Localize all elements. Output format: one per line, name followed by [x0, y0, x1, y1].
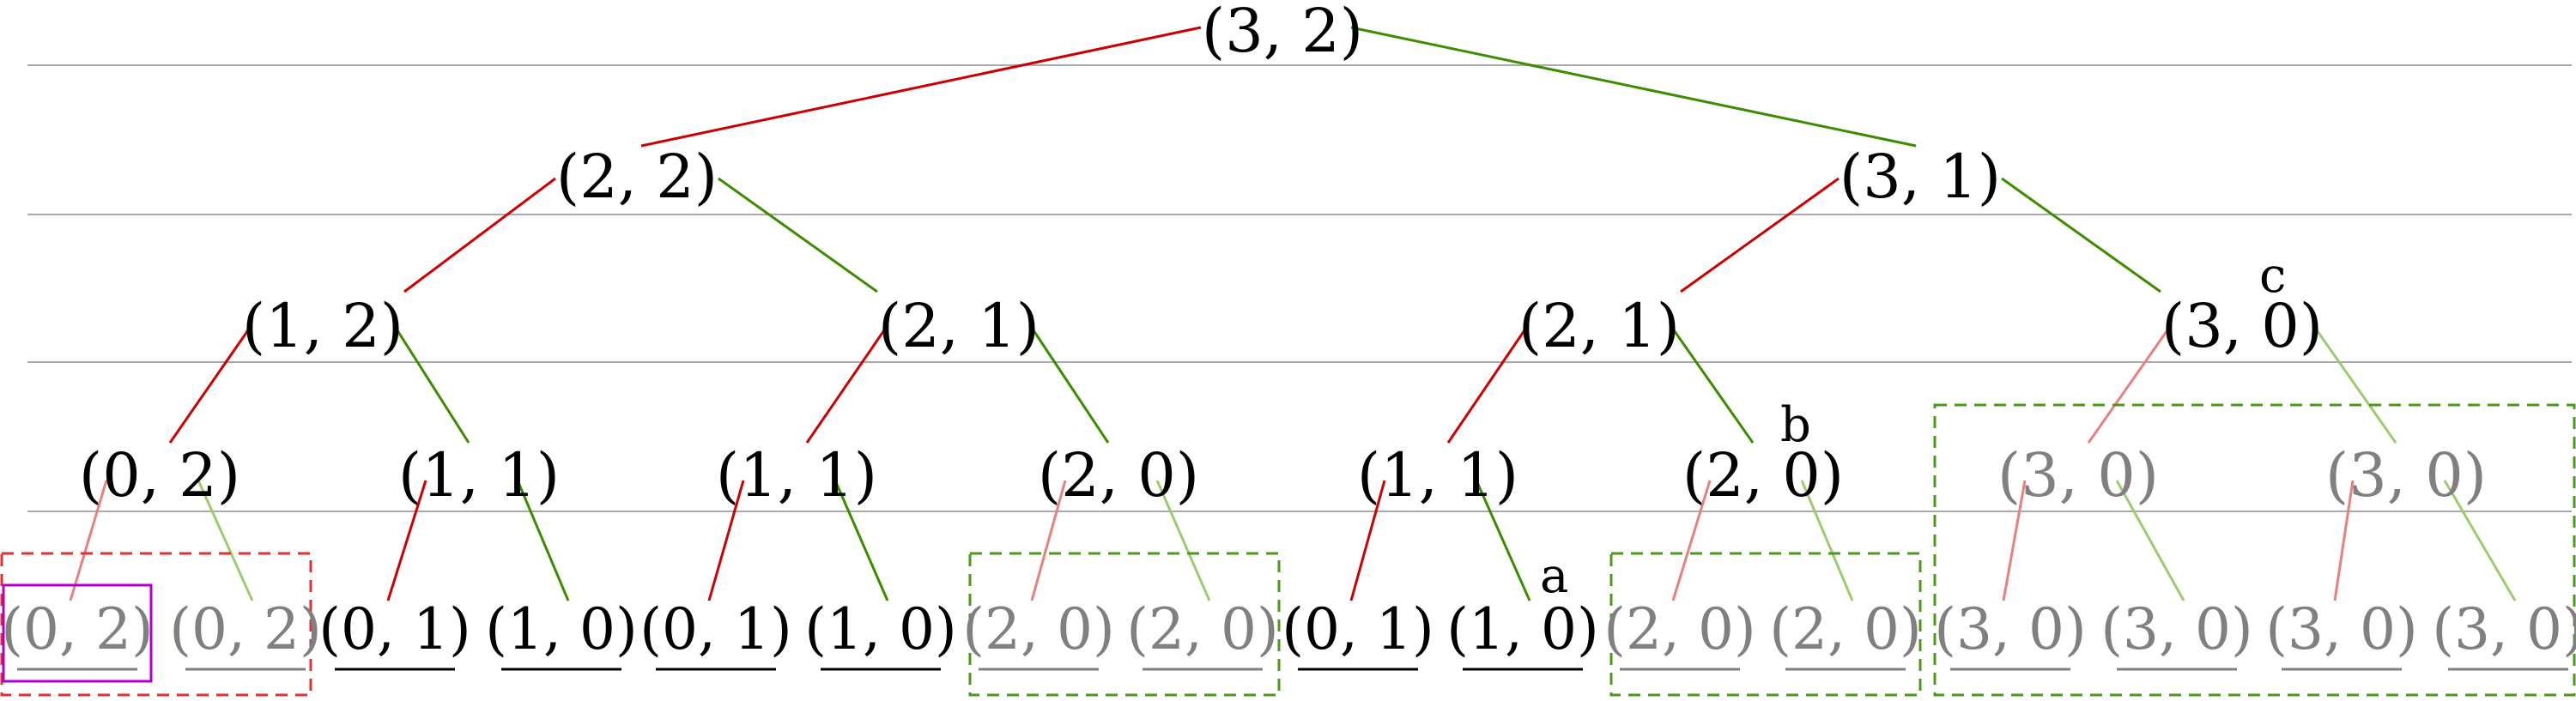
leaf-node-label: (3, 0) — [2265, 596, 2417, 662]
tree-edge-right — [833, 480, 889, 601]
leaf-node-label: (0, 1) — [1282, 596, 1433, 662]
tree-edge-left — [2002, 480, 2027, 601]
tree-node-label: (2, 0) — [1682, 440, 1844, 511]
leaf-node-label: (1, 0) — [485, 596, 637, 662]
tree-edge-right — [516, 480, 570, 601]
tree-node-label: (2, 0) — [1038, 440, 1199, 511]
leaf-node-label: (0, 2) — [169, 596, 321, 662]
tree-edge-left — [1349, 480, 1386, 601]
pruned-subtree-box-green-1 — [968, 552, 1281, 697]
tree-edge-right — [1030, 327, 1110, 444]
leaf-node-label: (2, 0) — [1769, 596, 1921, 662]
tree-node-label: (1, 1) — [398, 440, 560, 511]
tree-edge-left — [69, 480, 108, 601]
tree-edge-left — [1030, 480, 1067, 601]
tree-edge-left — [1446, 327, 1528, 444]
tree-edge-left — [1680, 177, 1840, 293]
leaf-node-label: (3, 0) — [2100, 596, 2252, 662]
tree-edge-left — [1671, 480, 1712, 601]
tree-edge-right — [1350, 26, 1917, 148]
tree-edge-right — [2313, 327, 2397, 444]
tree-edge-left — [403, 177, 556, 293]
leaf-node-label: (3, 0) — [2432, 596, 2576, 662]
tree-edge-right — [1670, 327, 1755, 444]
tree-node-label: (1, 2) — [242, 291, 403, 361]
tree-edge-left — [805, 327, 888, 444]
tree-node-label: (2, 1) — [1518, 291, 1680, 361]
tree-node-label: (3, 0) — [1997, 440, 2159, 511]
tree-edge-right — [2001, 177, 2161, 293]
leaf-node-label: (1, 0) — [1446, 596, 1598, 662]
tree-node-label: (3, 0) — [2325, 440, 2487, 511]
tree-edge-left — [2333, 480, 2355, 601]
pruned-subtree-box-green-2 — [1609, 552, 1922, 697]
leaf-node-label: (2, 0) — [1126, 596, 1278, 662]
tree-edge-left — [707, 480, 745, 601]
tree-edge-left — [386, 480, 427, 601]
tree-edge-left — [168, 327, 252, 444]
pruned-subtree-box-red — [0, 552, 312, 697]
leaf-node-label: (2, 0) — [962, 596, 1114, 662]
tree-edge-right — [1155, 480, 1211, 601]
tree-edge-left — [640, 26, 1202, 148]
tree-node-label: (3, 0) — [2161, 291, 2323, 361]
leaf-node-label: (3, 0) — [1934, 596, 2086, 662]
tree-node-label: (3, 1) — [1840, 142, 2001, 212]
node-marker-a: a — [1540, 548, 1568, 604]
tree-node-label: (1, 1) — [716, 440, 877, 511]
tree-node-label: (0, 2) — [79, 440, 240, 511]
tree-edge-right — [718, 177, 878, 293]
leaf-node-label: (0, 1) — [639, 596, 791, 662]
tree-node-label: (3, 2) — [1202, 0, 1363, 66]
leaf-node-label: (2, 0) — [1603, 596, 1755, 662]
node-marker-b: b — [1780, 397, 1811, 453]
tree-edge-right — [197, 480, 254, 601]
tree-edge-right — [2115, 480, 2185, 601]
tree-edge-right — [1475, 480, 1531, 601]
tree-node-label: (2, 1) — [878, 291, 1039, 361]
node-marker-c: c — [2259, 248, 2286, 304]
tree-edge-left — [2087, 327, 2171, 444]
tree-edge-right — [2443, 480, 2517, 601]
tree-node-label: (2, 2) — [556, 142, 718, 212]
leaf-node-label: (0, 1) — [318, 596, 470, 662]
highlight-box — [2, 583, 153, 683]
leaf-node-label: (1, 0) — [804, 596, 956, 662]
tree-edge-right — [394, 327, 470, 444]
leaf-node-label: (0, 2) — [1, 596, 153, 662]
tree-node-label: (1, 1) — [1357, 440, 1518, 511]
tree-edge-right — [1800, 480, 1854, 601]
pruned-subtree-box-green-3 — [1933, 403, 2576, 697]
